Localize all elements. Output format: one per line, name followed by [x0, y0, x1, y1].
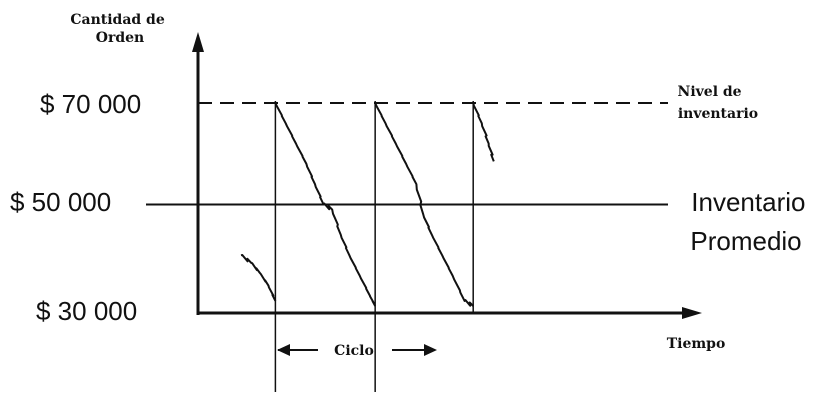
x-axis-arrow: [682, 307, 702, 319]
nivel-de-inventario-label: Nivel de inventario: [678, 84, 759, 122]
y-tick-50000: $ 50 000: [10, 187, 111, 217]
cycle-label: Ciclo: [334, 343, 374, 359]
inventory-level-line: [472, 102, 495, 162]
y-tick-30000: $ 30 000: [36, 296, 137, 326]
y-axis-label: Cantidad de Orden: [70, 12, 169, 46]
x-axis-label: Tiempo: [667, 336, 726, 352]
inventory-level-line: [374, 102, 474, 307]
inventory-level-line: [274, 102, 377, 307]
cycle-arrowhead-left: [277, 344, 290, 356]
inventario-promedio-label: Inventario Promedio: [690, 187, 812, 256]
y-tick-70000: $ 70 000: [40, 89, 141, 119]
cycle-arrowhead-right: [424, 344, 437, 356]
inventory-level-line: [240, 254, 277, 302]
y-axis-arrow: [192, 32, 204, 52]
